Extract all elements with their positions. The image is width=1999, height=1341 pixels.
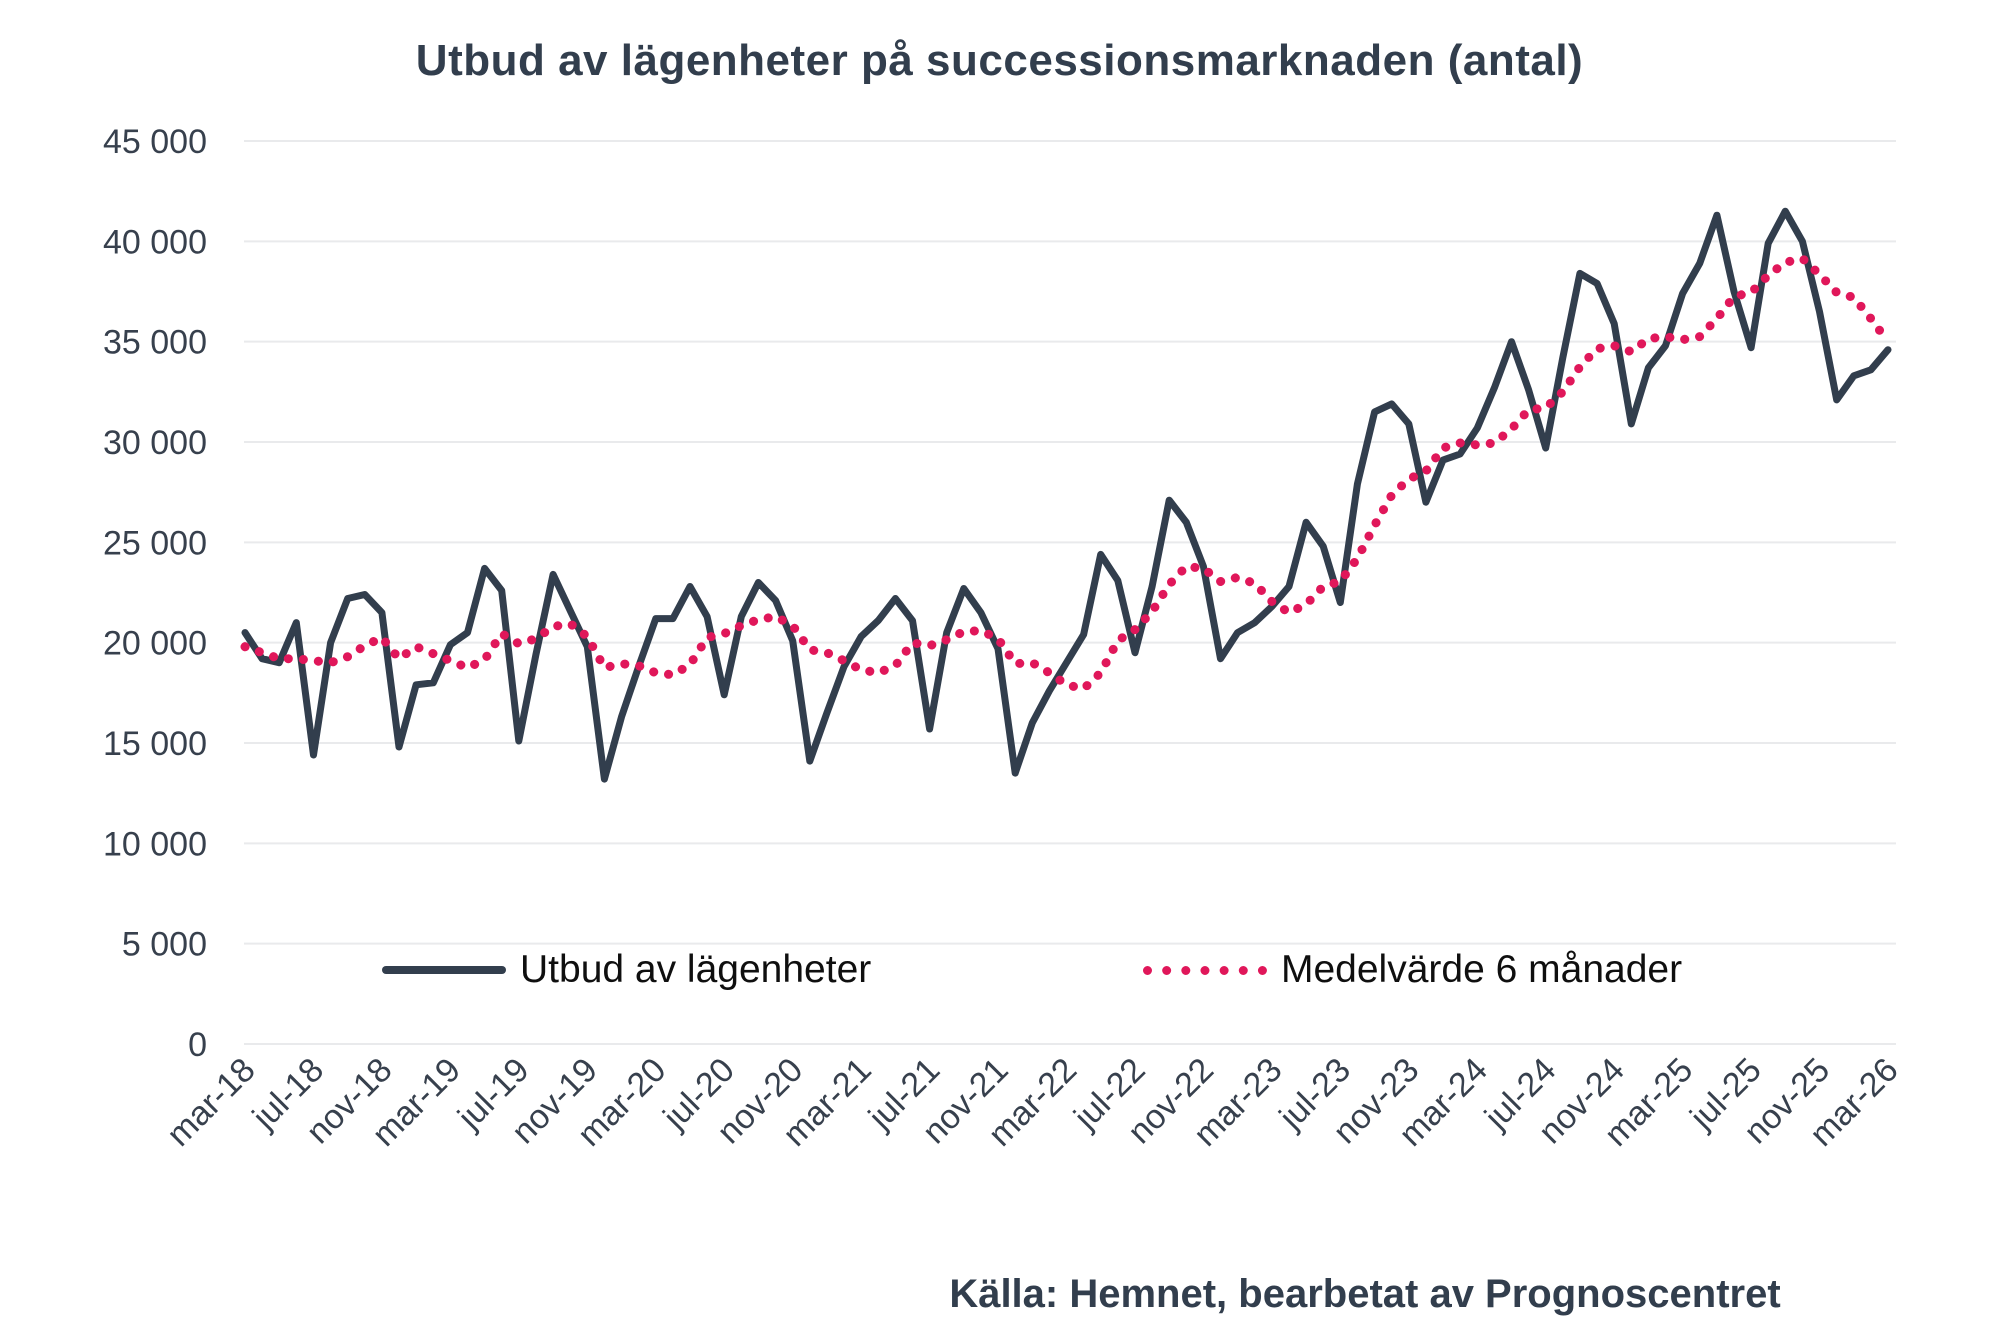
chart-title: Utbud av lägenheter på successionsmarkna… xyxy=(415,36,1584,85)
y-tick-label: 40 000 xyxy=(103,223,207,261)
y-tick-label: 35 000 xyxy=(103,324,207,362)
legend-item-supply: Utbud av lägenheter xyxy=(382,946,871,994)
average-line-swatch xyxy=(1143,965,1267,975)
y-tick-label: 20 000 xyxy=(103,625,207,663)
y-tick-label: 0 xyxy=(188,1026,207,1064)
legend-label-average: Medelvärde 6 månader xyxy=(1281,948,1683,991)
legend-label-supply: Utbud av lägenheter xyxy=(520,948,872,991)
series-average-line xyxy=(240,253,1893,694)
gridlines xyxy=(244,140,1896,1045)
y-tick-label: 15 000 xyxy=(103,725,207,763)
x-axis-labels: mar-18jul-18nov-18mar-19jul-19nov-19mar-… xyxy=(160,1051,1906,1154)
x-tick-label: mar-18 xyxy=(160,1051,263,1154)
y-tick-label: 30 000 xyxy=(103,424,207,462)
series-supply-line xyxy=(241,207,1892,783)
y-tick-label: 45 000 xyxy=(103,123,207,161)
supply-line-swatch xyxy=(382,966,506,974)
y-tick-label: 5 000 xyxy=(122,926,207,964)
source-attribution: Källa: Hemnet, bearbetat av Prognoscentr… xyxy=(949,1272,1781,1316)
y-axis-labels: 0 5 000 10 000 15 000 20 000 25 000 30 000 35 0… xyxy=(103,123,207,1064)
y-tick-label: 10 000 xyxy=(103,825,207,863)
y-tick-label: 25 000 xyxy=(103,524,207,562)
legend-item-average: Medelvärde 6 månader xyxy=(1143,946,1682,994)
